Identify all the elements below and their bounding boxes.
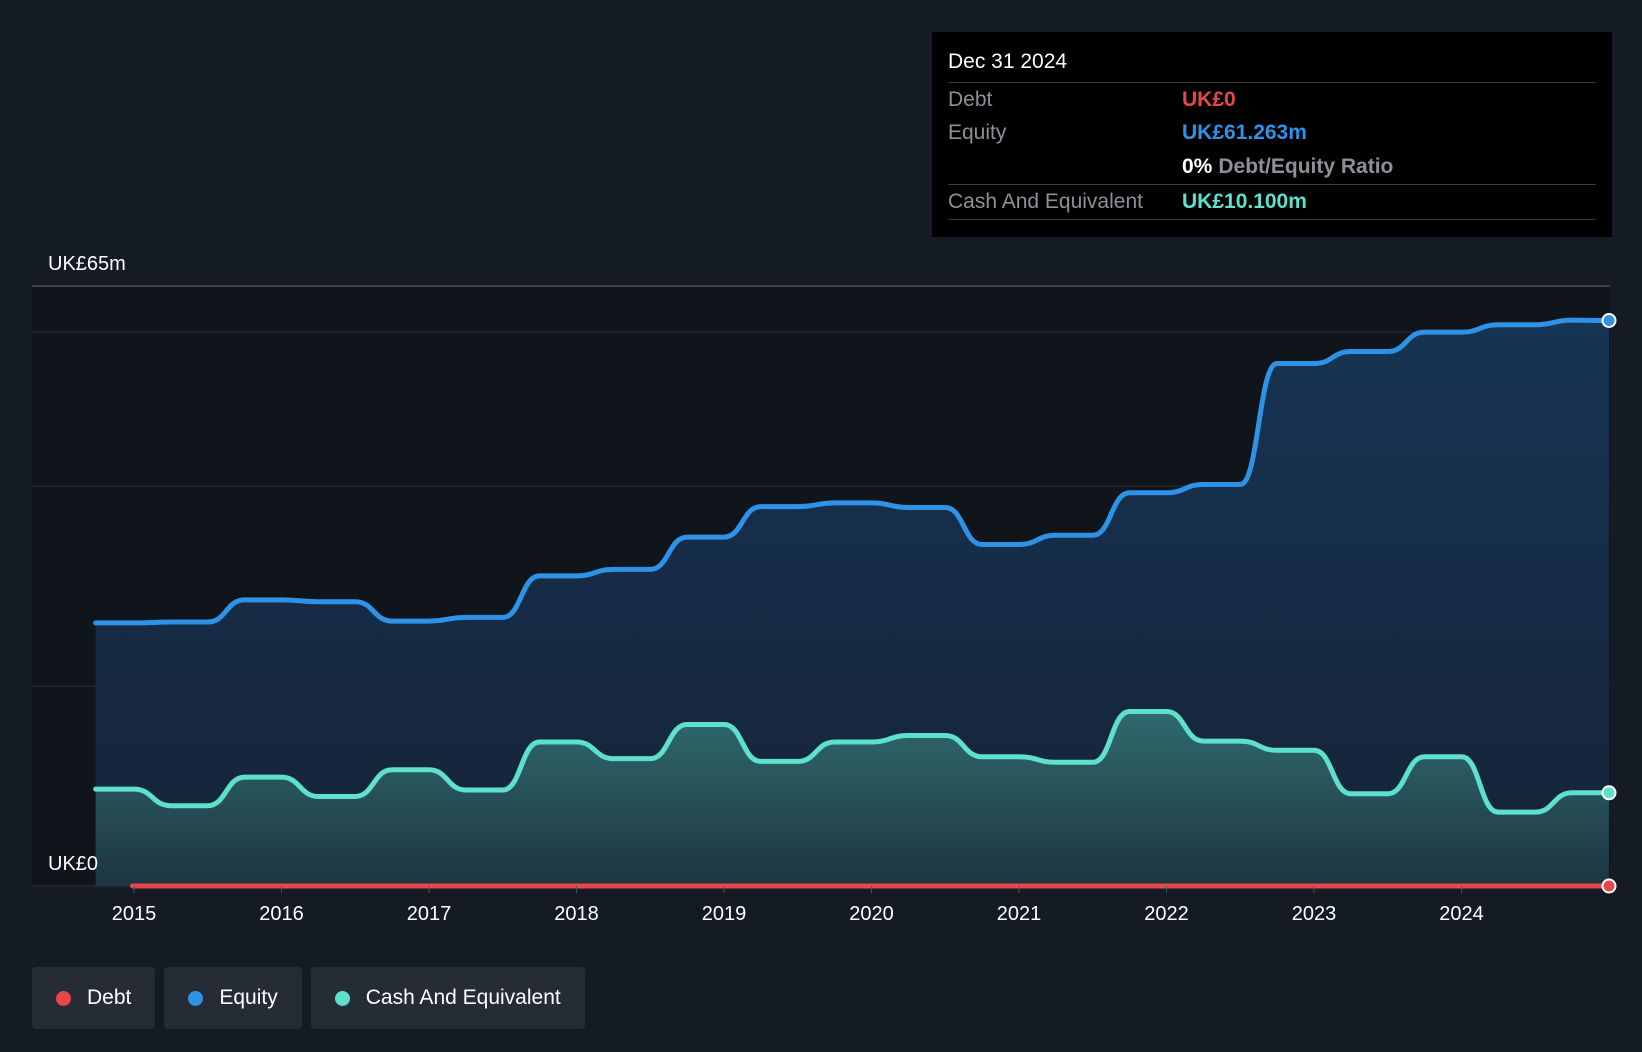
equity-dot-icon: [188, 990, 204, 1006]
tooltip-ratio: 0% Debt/Equity Ratio: [1182, 155, 1393, 179]
x-tick-label: 2019: [702, 903, 747, 925]
debt-end-marker: [1601, 878, 1617, 894]
legend-item-debt[interactable]: Debt: [32, 967, 156, 1029]
tooltip-equity-value: UK£61.263m: [1182, 121, 1307, 144]
equity-end-marker: [1601, 312, 1617, 328]
x-tick-label: 2017: [407, 903, 452, 925]
tooltip-row-ratio: 0% Debt/Equity Ratio: [948, 150, 1596, 184]
x-tick-label: 2016: [259, 903, 304, 925]
x-tick-label: 2015: [112, 903, 157, 925]
cash-and-equivalent-end-marker: [1601, 785, 1617, 801]
tooltip-date: Dec 31 2024: [948, 50, 1068, 73]
tooltip-ratio-label: Debt/Equity Ratio: [1218, 155, 1394, 178]
tooltip-row-debt: Debt UK£0: [948, 82, 1596, 117]
x-tick-label: 2024: [1439, 903, 1484, 925]
x-tick-label: 2021: [997, 903, 1042, 925]
tooltip-row-cash: Cash And Equivalent UK£10.100m: [948, 184, 1596, 220]
chart-legend: Debt Equity Cash And Equivalent: [32, 967, 585, 1029]
cash-dot-icon: [334, 990, 350, 1006]
legend-label-cash: Cash And Equivalent: [365, 986, 561, 1009]
tooltip-cash-label: Cash And Equivalent: [948, 190, 1143, 213]
x-tick-label: 2020: [849, 903, 894, 925]
cash-and-equivalent-line: [93, 709, 1612, 815]
tooltip-ratio-value: 0%: [1182, 155, 1213, 178]
equity-line: [93, 317, 1612, 626]
legend-label-debt: Debt: [87, 986, 132, 1009]
x-tick-label: 2023: [1292, 903, 1337, 925]
tooltip-row-equity: Equity UK£61.263m: [948, 116, 1596, 150]
tooltip-debt-label: Debt: [948, 88, 993, 111]
y-axis-top-label: UK£65m: [48, 253, 126, 275]
tooltip-equity-label: Equity: [948, 121, 1007, 144]
y-axis-bottom-label: UK£0: [48, 853, 98, 875]
x-tick-label: 2018: [554, 903, 599, 925]
tooltip-cash-value: UK£10.100m: [1182, 190, 1307, 213]
x-tick-label: 2022: [1144, 903, 1189, 925]
legend-item-equity[interactable]: Equity: [164, 967, 302, 1029]
debt-dot-icon: [56, 990, 71, 1006]
tooltip-panel: Dec 31 2024 Debt UK£0 Equity UK£61.263m …: [932, 32, 1612, 237]
legend-item-cash[interactable]: Cash And Equivalent: [310, 967, 585, 1029]
legend-label-equity: Equity: [219, 986, 278, 1009]
tooltip-debt-value: UK£0: [1182, 88, 1236, 111]
cash-and-equivalent-area: [95, 711, 1609, 886]
